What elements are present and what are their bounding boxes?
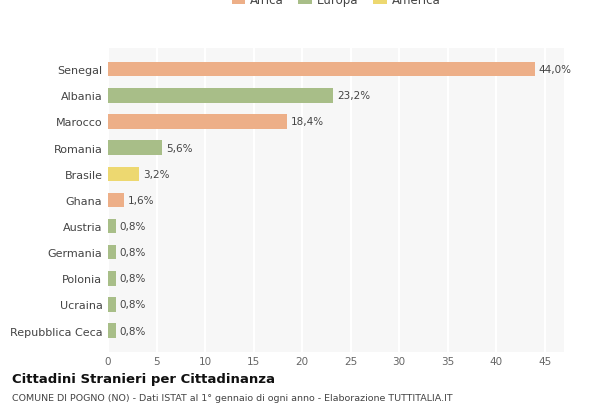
Text: 44,0%: 44,0%: [539, 65, 572, 75]
Bar: [108, 272, 116, 286]
Bar: [108, 115, 287, 129]
Bar: [108, 89, 333, 103]
Text: 0,8%: 0,8%: [119, 274, 146, 283]
Text: 18,4%: 18,4%: [290, 117, 323, 127]
Bar: [108, 63, 535, 77]
Text: 3,2%: 3,2%: [143, 169, 169, 179]
Text: 0,8%: 0,8%: [119, 222, 146, 231]
Text: COMUNE DI POGNO (NO) - Dati ISTAT al 1° gennaio di ogni anno - Elaborazione TUTT: COMUNE DI POGNO (NO) - Dati ISTAT al 1° …: [12, 393, 452, 402]
Text: 0,8%: 0,8%: [119, 326, 146, 336]
Bar: [108, 141, 163, 155]
Bar: [108, 324, 116, 338]
Legend: Africa, Europa, America: Africa, Europa, America: [232, 0, 440, 7]
Bar: [108, 219, 116, 234]
Text: 0,8%: 0,8%: [119, 247, 146, 258]
Bar: [108, 167, 139, 182]
Text: 0,8%: 0,8%: [119, 300, 146, 310]
Bar: [108, 298, 116, 312]
Text: Cittadini Stranieri per Cittadinanza: Cittadini Stranieri per Cittadinanza: [12, 372, 275, 385]
Bar: [108, 193, 124, 208]
Text: 1,6%: 1,6%: [127, 196, 154, 205]
Text: 23,2%: 23,2%: [337, 91, 370, 101]
Text: 5,6%: 5,6%: [166, 143, 193, 153]
Bar: [108, 245, 116, 260]
